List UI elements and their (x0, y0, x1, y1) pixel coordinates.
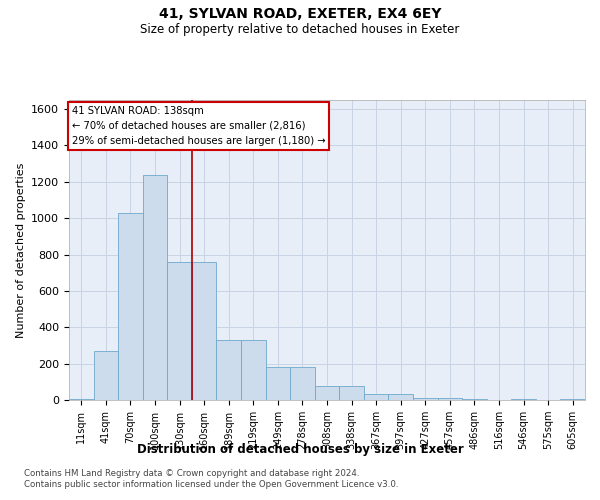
Y-axis label: Number of detached properties: Number of detached properties (16, 162, 26, 338)
Text: 41, SYLVAN ROAD, EXETER, EX4 6EY: 41, SYLVAN ROAD, EXETER, EX4 6EY (159, 8, 441, 22)
Text: Size of property relative to detached houses in Exeter: Size of property relative to detached ho… (140, 22, 460, 36)
Bar (266, 368, 290, 400)
Bar (315, 386, 339, 400)
Bar (462, 399, 487, 400)
Bar (511, 399, 536, 400)
Bar (94, 351, 118, 400)
Text: Contains public sector information licensed under the Open Government Licence v3: Contains public sector information licen… (24, 480, 398, 489)
Bar (560, 399, 585, 400)
Text: Distribution of detached houses by size in Exeter: Distribution of detached houses by size … (137, 442, 463, 456)
Bar (437, 398, 462, 400)
Text: 41 SYLVAN ROAD: 138sqm
← 70% of detached houses are smaller (2,816)
29% of semi-: 41 SYLVAN ROAD: 138sqm ← 70% of detached… (71, 106, 325, 146)
Bar (241, 340, 266, 400)
Bar (217, 340, 241, 400)
Bar (364, 394, 388, 400)
Bar (143, 174, 167, 400)
Text: Contains HM Land Registry data © Crown copyright and database right 2024.: Contains HM Land Registry data © Crown c… (24, 468, 359, 477)
Bar (290, 368, 315, 400)
Bar (192, 262, 217, 400)
Bar (388, 394, 413, 400)
Bar (118, 212, 143, 400)
Bar (69, 399, 94, 400)
Bar (413, 398, 437, 400)
Bar (339, 386, 364, 400)
Bar (167, 262, 192, 400)
